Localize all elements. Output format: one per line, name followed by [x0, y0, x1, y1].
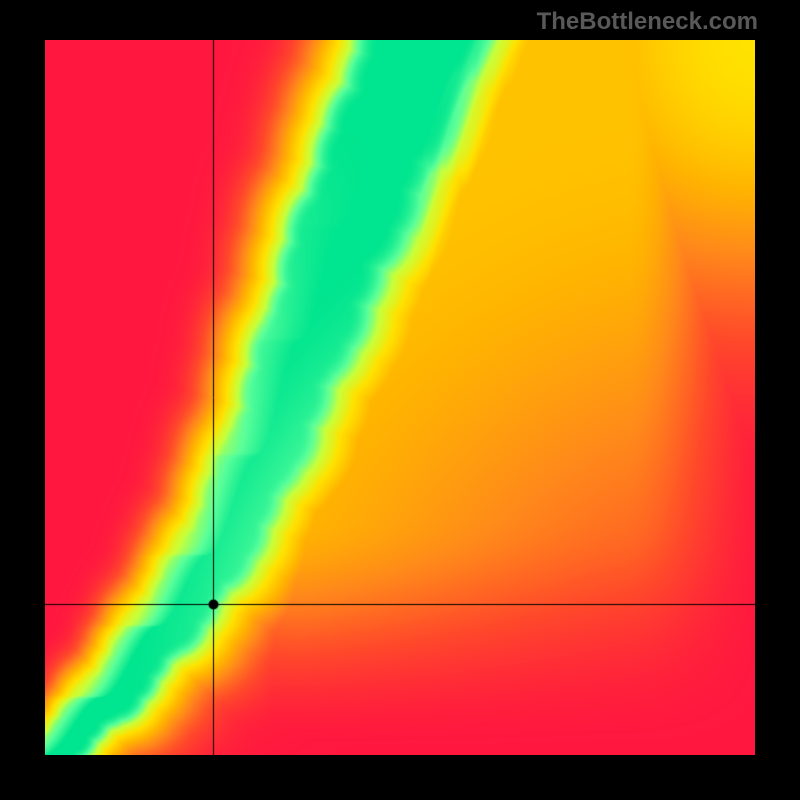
bottleneck-heatmap [45, 40, 755, 755]
chart-container: TheBottleneck.com [0, 0, 800, 800]
watermark-text: TheBottleneck.com [537, 8, 758, 36]
